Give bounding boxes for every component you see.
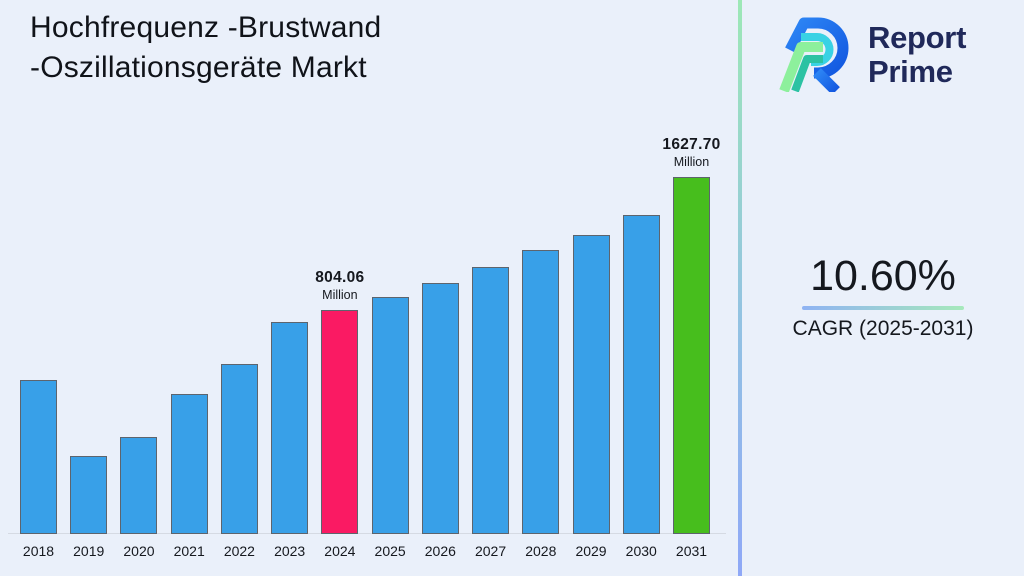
report-prime-logo-icon xyxy=(776,12,850,97)
bar-2024 xyxy=(321,310,359,534)
bar-2023 xyxy=(271,322,309,534)
value-label-2024: 804.06 Million xyxy=(315,269,365,302)
bar-2028 xyxy=(522,250,560,534)
bar-2031 xyxy=(672,177,710,534)
bar-2030 xyxy=(622,215,660,534)
bar-2018 xyxy=(20,380,57,534)
x-tick-2030: 2030 xyxy=(625,543,657,559)
page-title-line-1: Hochfrequenz -Brustwand xyxy=(30,11,382,44)
x-axis-line xyxy=(8,533,726,534)
bar-chart: 2018 2019 2020 2021 2022 2023 2024 2025 2026 2027… xyxy=(8,136,726,559)
bar-2020 xyxy=(120,437,158,534)
value-label-2031: 1627.70 Million xyxy=(662,136,721,169)
cagr-label: CAGR (2025-2031) xyxy=(792,317,974,340)
report-prime-logo: Report Prime xyxy=(776,12,966,97)
x-tick-2023: 2023 xyxy=(274,543,306,559)
x-tick-2020: 2020 xyxy=(123,543,155,559)
cagr-accent-line xyxy=(802,306,964,310)
x-tick-2031: 2031 xyxy=(675,543,708,559)
x-tick-2026: 2026 xyxy=(424,543,456,559)
x-tick-2025: 2025 xyxy=(374,543,406,559)
x-tick-2027: 2027 xyxy=(474,543,507,559)
cagr-value: 10.60% xyxy=(810,252,956,300)
page-title: Hochfrequenz -Brustwand -Oszillationsger… xyxy=(30,8,381,88)
logo-wordmark-line-1: Report xyxy=(868,19,967,55)
bar-2025 xyxy=(371,297,409,534)
x-tick-2021: 2021 xyxy=(173,543,205,559)
x-tick-2028: 2028 xyxy=(525,543,557,559)
x-tick-2024: 2024 xyxy=(324,543,356,559)
bar-2019 xyxy=(70,456,108,534)
logo-wordmark-line-2: Prime xyxy=(868,53,953,89)
bar-2026 xyxy=(421,283,459,534)
x-tick-2019: 2019 xyxy=(73,543,105,559)
x-tick-2018: 2018 xyxy=(22,543,55,559)
bar-2027 xyxy=(472,267,510,534)
x-tick-2022: 2022 xyxy=(223,543,255,559)
section-divider xyxy=(738,0,742,576)
page-title-line-2: -Oszillationsgeräte Markt xyxy=(30,51,367,84)
cagr-section: 10.60% CAGR (2025-2031) xyxy=(742,252,1024,341)
bar-2022 xyxy=(220,364,258,534)
x-tick-2029: 2029 xyxy=(575,543,607,559)
bar-2021 xyxy=(170,394,208,534)
right-panel: Report Prime 10.60% CAGR (2025-2031) xyxy=(742,0,1024,576)
bar-2029 xyxy=(572,235,610,534)
logo-wordmark: Report Prime xyxy=(868,19,967,89)
